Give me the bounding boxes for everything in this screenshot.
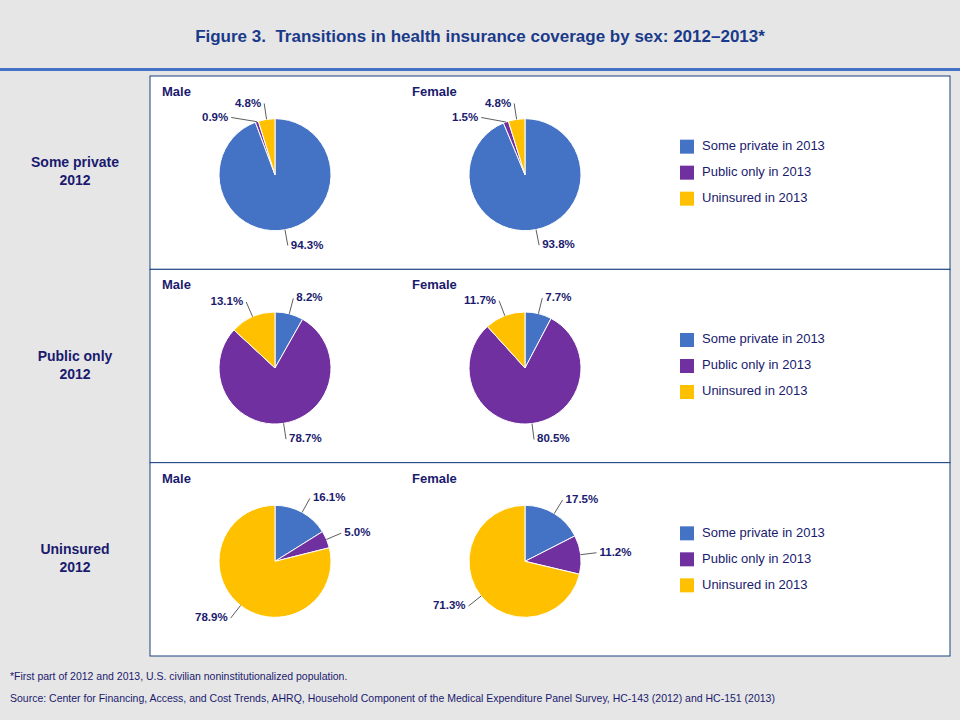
pie	[219, 119, 331, 231]
legend-entry: Uninsured in 2013	[702, 190, 808, 205]
leader-line	[532, 424, 534, 440]
leader-line	[499, 301, 505, 316]
legend-swatch	[680, 359, 694, 373]
data-label: 4.8%	[485, 97, 511, 109]
data-label: 8.2%	[296, 291, 322, 303]
chart: Figure 3. Transitions in health insuranc…	[0, 0, 960, 720]
leader-line	[264, 103, 266, 119]
leader-line	[536, 230, 539, 246]
footnote: *First part of 2012 and 2013, U.S. civil…	[10, 670, 347, 682]
leader-line	[302, 498, 310, 512]
data-label: 93.8%	[542, 238, 575, 250]
pie-slice	[469, 505, 579, 617]
pie-slice	[234, 312, 275, 368]
pie-title: Male	[162, 277, 191, 292]
row-label-line: 2012	[59, 559, 90, 575]
data-label: 78.7%	[289, 432, 322, 444]
row-label-line: Public only	[38, 348, 113, 364]
data-label: 5.0%	[344, 526, 370, 538]
legend: Some private in 2013 Public only in 2013 U…	[680, 138, 825, 206]
pie-title: Female	[412, 84, 457, 99]
row-label-line: Uninsured	[40, 541, 109, 557]
pie	[219, 505, 331, 617]
leader-line	[231, 605, 241, 618]
row-panel	[150, 463, 950, 656]
leader-line	[481, 117, 506, 122]
pie-slice	[469, 119, 581, 231]
legend-entry: Uninsured in 2013	[702, 383, 808, 398]
leader-line	[514, 103, 516, 119]
data-label: 4.8%	[235, 97, 261, 109]
data-label: 7.7%	[545, 291, 571, 303]
row-label: Public only 2012	[38, 348, 113, 382]
legend-entry: Some private in 2013	[702, 138, 825, 153]
legend-entry: Some private in 2013	[702, 331, 825, 346]
leader-line	[231, 117, 257, 121]
legend-swatch	[680, 333, 694, 347]
row-panel	[150, 76, 950, 269]
pie-slice	[219, 119, 331, 231]
legend-swatch	[680, 552, 694, 566]
leader-line	[581, 553, 597, 555]
data-label: 17.5%	[566, 493, 599, 505]
data-label: 71.3%	[433, 599, 466, 611]
separator	[0, 68, 960, 71]
data-label: 16.1%	[313, 491, 346, 503]
row-label-line: 2012	[59, 172, 90, 188]
footnote: Source: Center for Financing, Access, an…	[10, 692, 775, 704]
legend-swatch	[680, 385, 694, 399]
leader-line	[327, 533, 342, 539]
data-label: 80.5%	[537, 432, 570, 444]
pie-slice	[258, 119, 275, 175]
pie-title: Female	[412, 277, 457, 292]
data-label: 11.7%	[464, 294, 496, 306]
data-label: 13.1%	[211, 295, 244, 307]
leader-line	[285, 230, 288, 246]
leader-line	[284, 423, 286, 439]
pie-slice	[219, 505, 331, 617]
legend: Some private in 2013 Public only in 2013 U…	[680, 331, 825, 399]
row-panel	[150, 269, 950, 462]
row-label: Uninsured 2012	[40, 541, 109, 575]
leader-line	[538, 298, 542, 314]
background	[0, 0, 960, 720]
leader-line	[289, 298, 293, 313]
data-label: 11.2%	[599, 546, 631, 558]
legend-entry: Public only in 2013	[702, 551, 811, 566]
legend-swatch	[680, 578, 694, 592]
data-label: 78.9%	[195, 611, 228, 623]
pie	[469, 119, 581, 231]
leader-line	[469, 596, 482, 606]
pie-title: Female	[412, 471, 457, 486]
leader-line	[554, 500, 562, 514]
pie-title: Male	[162, 84, 191, 99]
row-label-line: Some private	[31, 154, 119, 170]
legend-entry: Some private in 2013	[702, 525, 825, 540]
pie-slice	[487, 312, 525, 368]
legend-swatch	[680, 526, 694, 540]
pie-title: Male	[162, 471, 191, 486]
pie	[469, 505, 581, 617]
data-label: 0.9%	[202, 111, 228, 123]
legend-swatch	[680, 192, 694, 206]
row-label: Some private 2012	[31, 154, 119, 188]
legend-swatch	[680, 166, 694, 180]
row-label-line: 2012	[59, 366, 90, 382]
data-label: 1.5%	[452, 111, 478, 123]
legend-entry: Public only in 2013	[702, 357, 811, 372]
pie	[219, 312, 331, 424]
legend-swatch	[680, 140, 694, 154]
data-label: 94.3%	[291, 239, 324, 251]
title: Figure 3. Transitions in health insuranc…	[195, 27, 765, 46]
legend-entry: Public only in 2013	[702, 164, 811, 179]
leader-line	[246, 302, 252, 317]
legend-entry: Uninsured in 2013	[702, 577, 808, 592]
pie	[469, 312, 581, 424]
legend: Some private in 2013 Public only in 2013 U…	[680, 525, 825, 593]
pie-slice	[508, 119, 525, 175]
